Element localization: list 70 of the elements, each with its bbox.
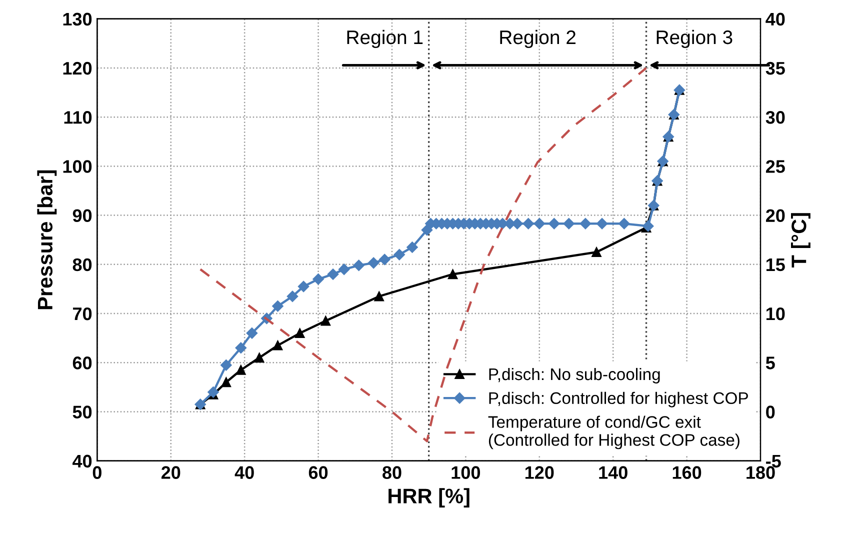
annotation: Region 3 — [656, 30, 732, 48]
y-tick-label: 40 — [72, 454, 92, 468]
x-tick-label: 120 — [525, 466, 554, 479]
point — [394, 248, 405, 260]
x-tick-label: 100 — [452, 466, 480, 479]
x-tick-label: 80 — [382, 466, 402, 479]
y2-tick-label: 25 — [766, 160, 785, 173]
x-tick-label: 60 — [308, 466, 328, 479]
y-tick-label: 70 — [73, 307, 92, 320]
y-axis-title: Pressure [bar] — [37, 170, 57, 310]
x-tick-label: 40 — [234, 466, 254, 479]
point — [220, 359, 232, 371]
x-tick-label: 160 — [672, 466, 702, 479]
annotation: Region 1 — [347, 30, 423, 48]
point — [368, 257, 380, 269]
legend-label: P,disch: Controlled for highest COP — [489, 392, 748, 408]
point — [246, 328, 258, 339]
point — [534, 218, 545, 230]
point — [548, 218, 560, 230]
point — [298, 280, 310, 292]
point — [272, 340, 283, 350]
point — [353, 260, 364, 271]
point — [406, 242, 418, 253]
legend-label: P,disch: No sub-cooling — [489, 368, 660, 384]
y-tick-label: 60 — [72, 356, 92, 370]
point — [294, 328, 305, 338]
y2-tick-label: 0 — [766, 406, 775, 418]
y-tick-label: 130 — [63, 12, 92, 26]
y2-tick-label: -5 — [766, 454, 781, 468]
point — [448, 269, 458, 280]
x-tick-label: 180 — [746, 466, 775, 479]
x-axis-title: HRR [%] — [388, 488, 470, 508]
point — [522, 218, 534, 230]
annotation: Region 2 — [500, 30, 576, 48]
y2-tick-label: 5 — [766, 356, 775, 370]
point — [379, 254, 390, 266]
point — [618, 218, 630, 230]
x-tick-label: 20 — [161, 466, 180, 479]
y-tick-label: 50 — [72, 406, 92, 418]
point — [272, 300, 284, 312]
legend-label: Temperature of cond/GC exit (Controlled for Highest COP case) — [488, 416, 740, 450]
point — [592, 247, 602, 257]
point — [580, 218, 592, 230]
point — [312, 274, 324, 285]
point — [236, 365, 246, 375]
point — [254, 352, 264, 363]
point — [596, 218, 608, 230]
point — [320, 316, 331, 326]
y2-tick-label: 10 — [766, 307, 785, 320]
point — [235, 342, 246, 354]
point — [327, 268, 339, 280]
y2-tick-label: 15 — [766, 258, 785, 272]
y2-tick-label: 40 — [766, 12, 785, 26]
x-tick-label: 0 — [92, 466, 102, 479]
y-tick-label: 100 — [63, 160, 92, 173]
y-tick-label: 110 — [64, 111, 92, 124]
x-tick-label: 140 — [599, 466, 628, 479]
point — [221, 377, 232, 388]
y2-axis-title: T [°C] — [791, 213, 810, 268]
y-tick-label: 80 — [72, 258, 92, 272]
y2-tick-label: 35 — [766, 62, 785, 75]
y-tick-label: 120 — [63, 62, 92, 75]
y2-tick-label: 30 — [766, 111, 785, 124]
y2-tick-label: 20 — [766, 209, 785, 222]
point — [208, 386, 219, 398]
point — [286, 290, 298, 302]
y-tick-label: 90 — [72, 209, 92, 222]
point — [374, 291, 384, 302]
point — [338, 264, 350, 275]
point — [563, 218, 574, 230]
